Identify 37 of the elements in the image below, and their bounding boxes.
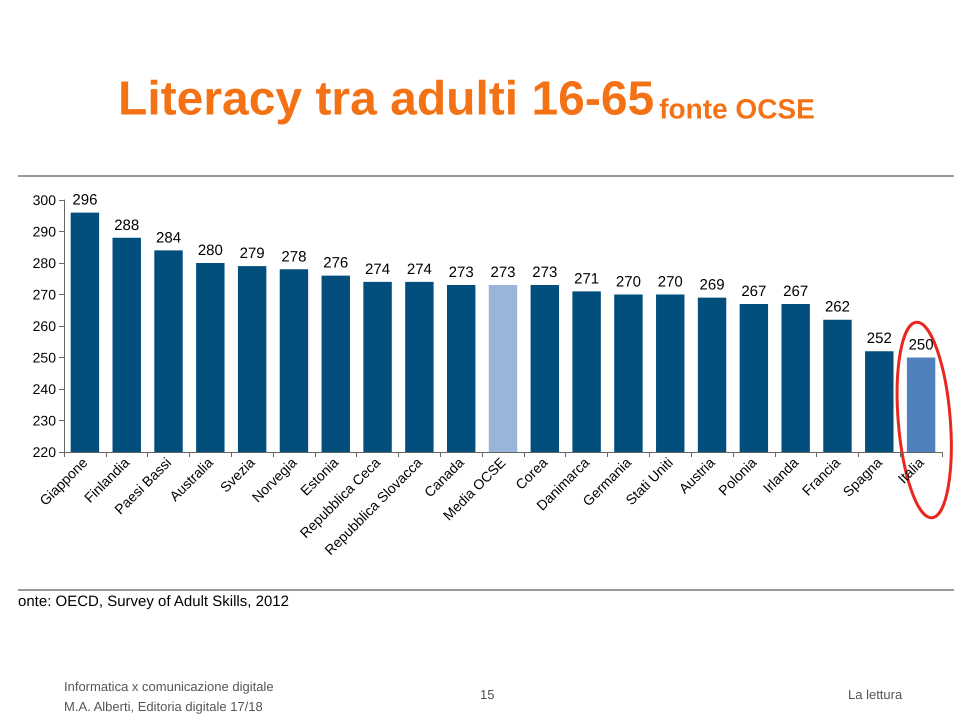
data-label: 278 <box>281 248 306 266</box>
data-label: 273 <box>448 264 474 282</box>
y-tick-label: 280 <box>32 255 56 271</box>
data-label: 271 <box>574 270 600 288</box>
data-label: 269 <box>700 276 725 294</box>
data-label: 274 <box>406 260 432 278</box>
data-label: 270 <box>658 274 683 290</box>
y-tick-label: 230 <box>32 412 56 428</box>
text: onte: OECD, Survey of Adult Skills, 2012 <box>18 593 289 610</box>
y-tick-label: 250 <box>32 350 56 366</box>
y-tick-label: 270 <box>32 286 56 302</box>
text: Informatica x comunicazione digitale <box>64 679 274 694</box>
y-tick-label: 260 <box>32 318 56 334</box>
text: 15 <box>480 687 494 702</box>
data-label: 296 <box>72 192 98 209</box>
data-label: 252 <box>866 330 892 348</box>
y-tick-label: 300 <box>32 192 56 208</box>
data-label: 288 <box>114 216 140 234</box>
data-label: 280 <box>198 242 223 259</box>
data-label: 279 <box>240 245 265 262</box>
y-tick-label: 240 <box>32 381 56 397</box>
y-tick-label: 290 <box>32 224 56 240</box>
data-label: 267 <box>783 282 808 300</box>
data-label: 276 <box>323 254 348 272</box>
chart-title: Literacy tra adulti 16-65 <box>118 72 654 126</box>
chart-subtitle: fonte OCSE <box>659 94 815 124</box>
data-label: 250 <box>908 336 934 354</box>
data-label: 284 <box>156 229 182 246</box>
data-label: 273 <box>532 264 558 282</box>
data-label: 270 <box>616 274 641 290</box>
data-label: 267 <box>741 282 766 300</box>
y-tick-label: 220 <box>32 444 56 460</box>
data-label: 274 <box>365 260 390 278</box>
data-label: 262 <box>824 298 850 316</box>
data-label: 273 <box>490 264 516 282</box>
text: M.A. Alberti, Editoria digitale 17/18 <box>64 699 263 714</box>
text: La lettura <box>848 687 903 702</box>
